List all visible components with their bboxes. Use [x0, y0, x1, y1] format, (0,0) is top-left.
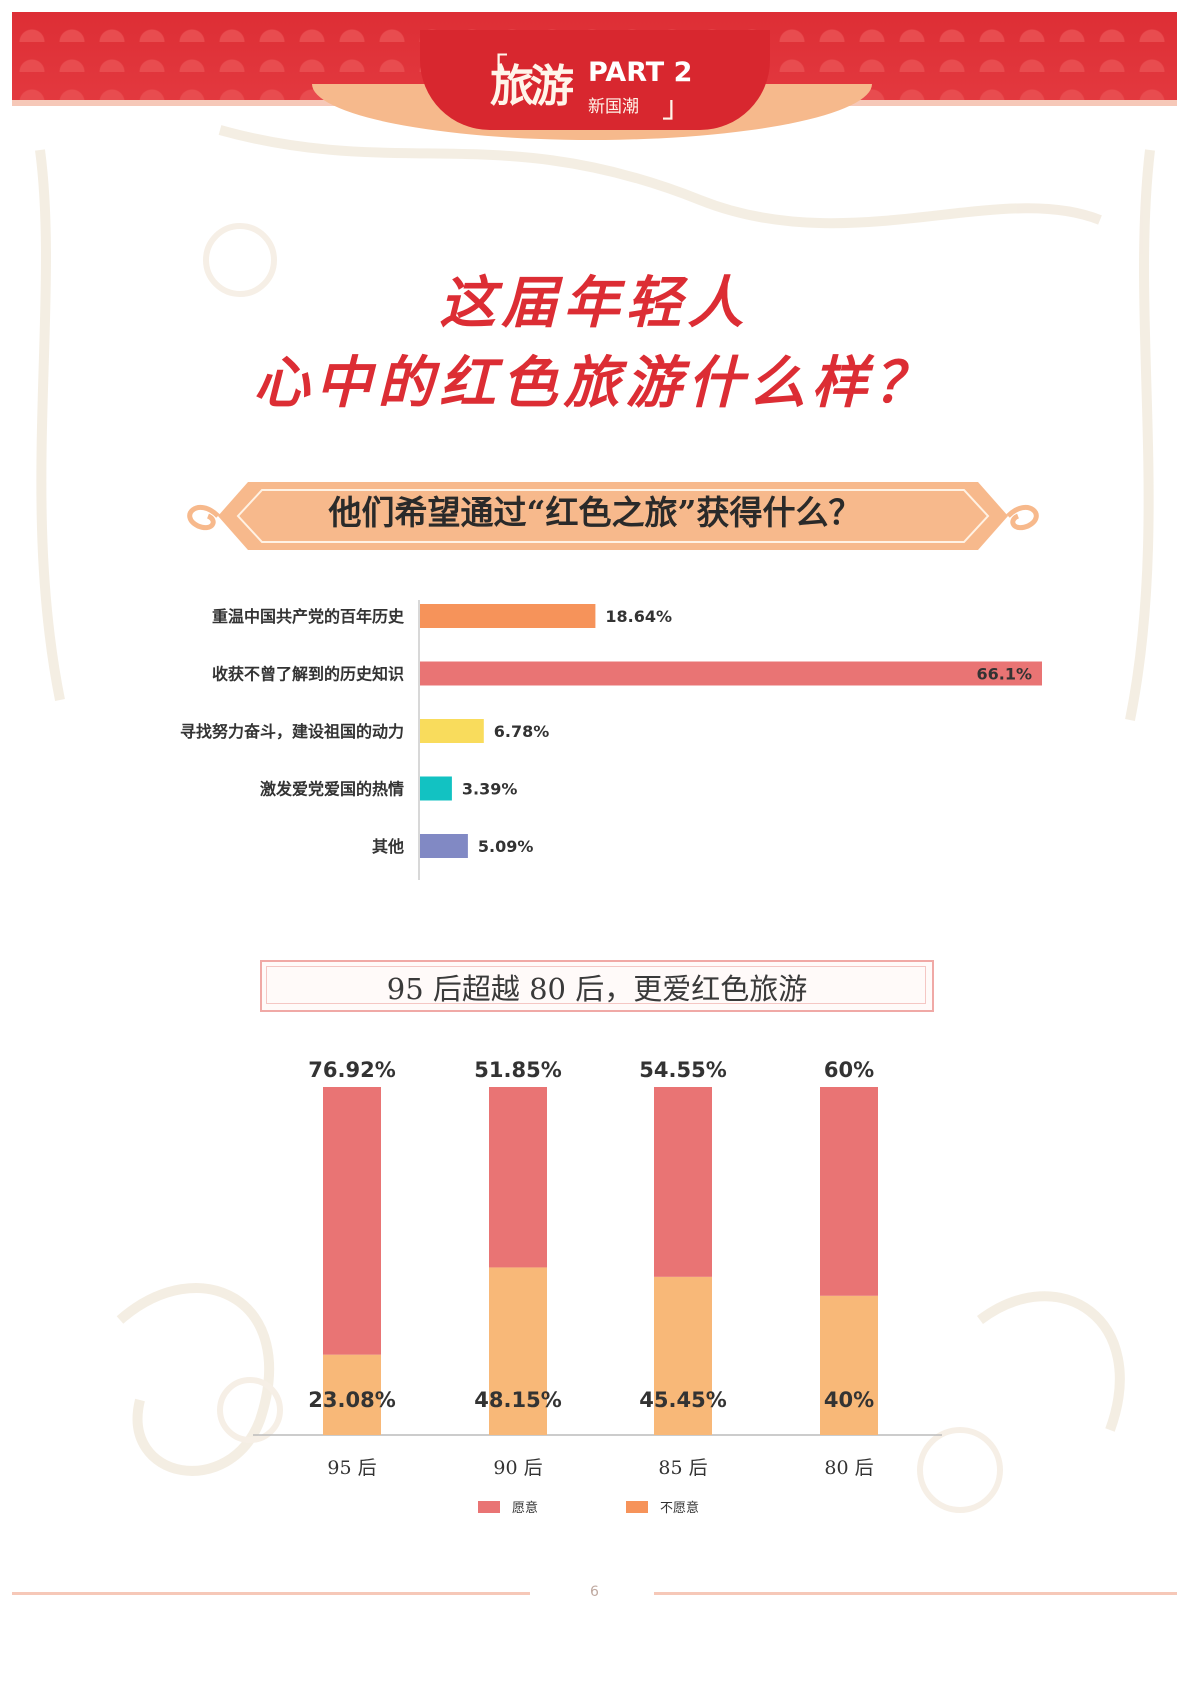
- page-title-line-1: 这届年轻人: [439, 270, 750, 336]
- legend-swatch: [478, 1501, 500, 1513]
- section2-heading: 95 后超越 80 后，更爱红色旅游: [386, 972, 808, 1006]
- chart2-category-label: 95 后: [327, 1457, 376, 1479]
- section1-ribbon: [187, 482, 1039, 550]
- chart2-willing-value-label: 54.55%: [639, 1058, 726, 1082]
- footer-divider-left: [12, 1592, 530, 1595]
- chart1-category-label: 重温中国共产党的百年历史: [212, 607, 405, 626]
- chart2-category-label: 90 后: [493, 1457, 542, 1479]
- chart1-category-label: 其他: [372, 837, 404, 856]
- chart2-bar-willing: [654, 1087, 712, 1277]
- chart2-category-label: 85 后: [658, 1457, 707, 1479]
- logo-bracket-open: 「: [478, 52, 508, 87]
- chart2-willing-value-label: 51.85%: [474, 1058, 561, 1082]
- legend-label: 不愿意: [660, 1500, 699, 1516]
- chart1-value-label: 6.78%: [494, 722, 550, 741]
- logo-part-label: PART 2: [588, 57, 693, 88]
- chart2-willing-value-label: 76.92%: [308, 1058, 395, 1082]
- page-number: 6: [590, 1584, 599, 1600]
- chart1-value-label: 5.09%: [478, 837, 534, 856]
- chart2-bar-willing: [489, 1087, 547, 1268]
- chart2-willing-value-label: 60%: [824, 1058, 874, 1082]
- chart2-bar-unwilling: [489, 1267, 547, 1435]
- chart1-category-label: 寻找努力奋斗，建设祖国的动力: [180, 722, 404, 741]
- section1-heading: 他们希望通过“红色之旅”获得什么？: [328, 493, 862, 532]
- chart1-bar: [420, 776, 452, 801]
- chart-stacked-bars: 76.92% 23.08% 95 后 51.85% 48.15% 90 后 54.55% 45…: [253, 1058, 942, 1516]
- chart2-bar-unwilling: [323, 1354, 381, 1435]
- logo-sub-text: 新国潮: [588, 97, 639, 117]
- header-badge: [420, 30, 770, 130]
- chart2-unwilling-value-label: 48.15%: [474, 1388, 561, 1412]
- chart2-bar-unwilling: [654, 1276, 712, 1435]
- chart1-category-label: 激发爱党爱国的热情: [260, 780, 404, 799]
- section2-ribbon-inner: [266, 966, 926, 1004]
- chart1-value-label: 3.39%: [462, 780, 518, 799]
- page-title-line-2: 心中的红色旅游什么样？: [253, 350, 936, 416]
- chart1-bar: [420, 661, 1042, 686]
- chart2-bar-unwilling: [820, 1295, 878, 1435]
- logo-main-text: 旅游: [490, 61, 574, 112]
- logo-bracket-close: 」: [662, 90, 692, 125]
- chart1-bar: [420, 604, 596, 628]
- chart2-unwilling-value-label: 23.08%: [308, 1388, 395, 1412]
- chart2-category-label: 80 后: [824, 1457, 873, 1479]
- footer-divider-right: [654, 1592, 1177, 1595]
- chart-horizontal-bars: 重温中国共产党的百年历史 18.64% 收获不曾了解到的历史知识 66.1% 寻找努力奋…: [180, 600, 1042, 880]
- chart1-value-label: 18.64%: [605, 607, 672, 626]
- legend-swatch: [626, 1501, 648, 1513]
- chart1-bar: [420, 834, 468, 858]
- chart2-unwilling-value-label: 45.45%: [639, 1388, 726, 1412]
- chart2-bar-willing: [323, 1087, 381, 1355]
- chart2-unwilling-value-label: 40%: [824, 1388, 874, 1412]
- chart1-category-label: 收获不曾了解到的历史知识: [212, 665, 404, 684]
- chart1-value-label: 66.1%: [976, 665, 1032, 684]
- legend-label: 愿意: [512, 1500, 538, 1516]
- chart2-bar-willing: [820, 1087, 878, 1296]
- chart1-bar: [420, 719, 484, 743]
